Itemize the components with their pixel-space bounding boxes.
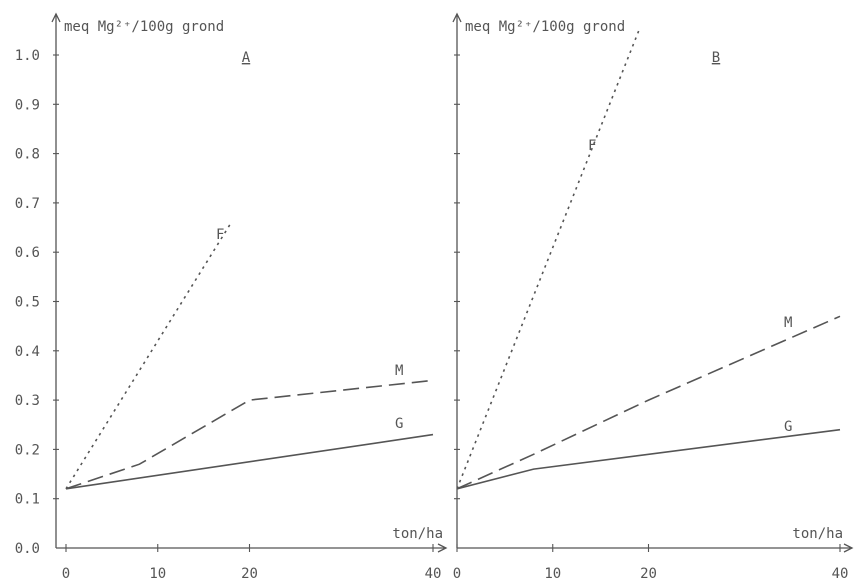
panel-a-series-label-g: G xyxy=(395,416,403,432)
panel-b-y-axis-label: meq Mg²⁺/100g grond xyxy=(465,19,625,35)
panel-a-y-tick-label: 0.9 xyxy=(15,97,40,113)
panel-b-x-tick-label: 20 xyxy=(640,566,657,582)
panel-a-y-axis-label: meq Mg²⁺/100g grond xyxy=(64,19,224,35)
panel-b-series-g xyxy=(457,428,841,490)
panel-a-y-tick-label: 0.2 xyxy=(15,442,40,458)
panel-a-x-tick-label: 40 xyxy=(425,566,442,582)
panel-b-series-f xyxy=(457,30,640,490)
panel-a-series-f xyxy=(65,222,232,490)
panel-a-x-tick-label: 0 xyxy=(62,566,70,582)
panel-a-series-label-f: F xyxy=(216,227,224,243)
panel-a-series-m xyxy=(65,379,434,490)
panel-b-x-tick-label: 40 xyxy=(832,566,849,582)
panel-b-series-label-m: M xyxy=(784,315,792,331)
panel-a-series-g xyxy=(65,433,434,490)
panel-b-x-tick-label: 10 xyxy=(544,566,561,582)
panel-a-x-tick-label: 10 xyxy=(149,566,166,582)
panel-b-series-label-g: G xyxy=(784,419,792,435)
panel-a-y-tick-label: 0.6 xyxy=(15,245,40,261)
panel-a-y-tick-label: 0.7 xyxy=(15,196,40,212)
panel-a-y-tick-label: 0.4 xyxy=(15,344,40,360)
panel-b-panel-label: B xyxy=(712,50,720,66)
panel-a-y-tick-label: 1.0 xyxy=(15,48,40,64)
panel-a-series-label-m: M xyxy=(395,363,403,379)
panel-a-y-axis-arrow xyxy=(51,12,61,23)
panel-a-y-tick-label: 0.8 xyxy=(15,147,40,163)
panel-b-x-tick-label: 0 xyxy=(453,566,461,582)
panel-a-y-tick-label: 0.1 xyxy=(15,492,40,508)
panel-b-x-axis-label: ton/ha xyxy=(792,526,843,542)
panel-a-y-tick-label: 0.5 xyxy=(15,295,40,311)
panel-b-x-axis-arrow xyxy=(843,543,854,553)
panel-a-x-axis-arrow xyxy=(437,543,448,553)
panel-a-panel-label: A xyxy=(242,50,251,66)
panel-a-y-tick-label: 0.3 xyxy=(15,393,40,409)
panel-b-series-m xyxy=(457,315,841,490)
panel-b-y-axis-arrow xyxy=(452,12,462,23)
panel-a-x-tick-label: 20 xyxy=(241,566,258,582)
panel-a-x-axis-label: ton/ha xyxy=(392,526,443,542)
panel-b-series-label-f: F xyxy=(588,138,596,154)
panel-a-y-tick-label: 0.0 xyxy=(15,541,40,557)
